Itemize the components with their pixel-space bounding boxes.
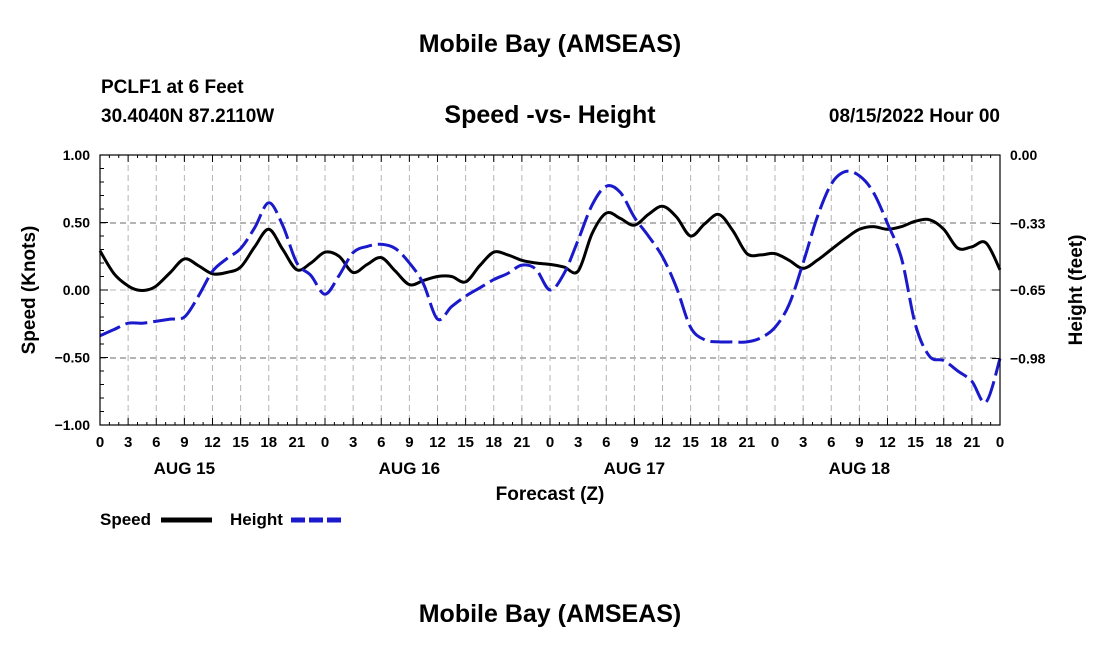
x-tick-label: 21 bbox=[289, 434, 306, 451]
y-left-tick-label: 0.00 bbox=[63, 282, 90, 298]
x-axis-label: Forecast (Z) bbox=[496, 484, 605, 505]
y-right-tick-label: −0.98 bbox=[1010, 351, 1046, 367]
station-label: PCLF1 at 6 Feet bbox=[101, 77, 244, 98]
x-tick-label: 9 bbox=[405, 434, 413, 451]
x-tick-label: 6 bbox=[377, 434, 385, 451]
x-tick-label: 0 bbox=[321, 434, 329, 451]
x-tick-label: 3 bbox=[349, 434, 357, 451]
x-tick-label: 21 bbox=[514, 434, 531, 451]
x-tick-label: 6 bbox=[602, 434, 610, 451]
x-tick-label: 21 bbox=[739, 434, 756, 451]
x-tick-label: 12 bbox=[204, 434, 221, 451]
x-tick-label: 12 bbox=[879, 434, 896, 451]
x-tick-label: 3 bbox=[124, 434, 132, 451]
x-tick-label: 0 bbox=[771, 434, 779, 451]
height-series-line bbox=[99, 169, 1002, 405]
x-tick-label: 3 bbox=[574, 434, 582, 451]
y-axis-label-left: Speed (Knots) bbox=[19, 226, 40, 355]
x-tick-label: 0 bbox=[996, 434, 1004, 451]
x-day-label: AUG 18 bbox=[829, 459, 890, 478]
y-right-tick-label: −0.65 bbox=[1010, 282, 1046, 298]
x-tick-label: 3 bbox=[799, 434, 807, 451]
y-right-tick-label: −0.33 bbox=[1010, 216, 1046, 232]
x-tick-label: 15 bbox=[232, 434, 249, 451]
y-left-tick-label: 1.00 bbox=[63, 147, 90, 163]
chart-main-title: Mobile Bay (AMSEAS) bbox=[418, 30, 682, 58]
y-right-tick-label: 0.00 bbox=[1010, 147, 1037, 163]
y-left-tick-label: 0.50 bbox=[63, 215, 90, 231]
x-tick-label: 12 bbox=[429, 434, 446, 451]
y-left-tick-label: −0.50 bbox=[55, 350, 91, 366]
x-tick-label: 15 bbox=[682, 434, 699, 451]
series-lines bbox=[98, 169, 1002, 405]
x-day-label: AUG 15 bbox=[154, 459, 215, 478]
x-tick-label: 6 bbox=[827, 434, 835, 451]
x-tick-label: 18 bbox=[485, 434, 502, 451]
y-left-tick-label: −1.00 bbox=[55, 417, 91, 433]
x-tick-label: 21 bbox=[964, 434, 981, 451]
x-tick-label: 18 bbox=[935, 434, 952, 451]
x-tick-label: 15 bbox=[907, 434, 924, 451]
x-tick-label: 0 bbox=[96, 434, 104, 451]
x-tick-label: 9 bbox=[855, 434, 863, 451]
x-tick-label: 6 bbox=[152, 434, 160, 451]
legend-height-label: Height bbox=[230, 510, 283, 529]
axes: 0 3 6 9 12 15 18 21 0 3 6 9 12 15 18 21 0 3 6 9 12 15 18 21 0 3 6 9… bbox=[55, 147, 1046, 478]
x-tick-label: 12 bbox=[654, 434, 671, 451]
x-tick-label: 15 bbox=[457, 434, 474, 451]
x-tick-label: 9 bbox=[630, 434, 638, 451]
x-day-label: AUG 16 bbox=[379, 459, 440, 478]
x-day-label: AUG 17 bbox=[604, 459, 665, 478]
bottom-chart-title: Mobile Bay (AMSEAS) bbox=[418, 600, 682, 628]
speed-series-line bbox=[98, 204, 1002, 293]
x-tick-label: 18 bbox=[710, 434, 727, 451]
x-tick-label: 18 bbox=[260, 434, 277, 451]
y-axis-label-right: Height (feet) bbox=[1066, 235, 1087, 346]
x-tick-label: 0 bbox=[546, 434, 554, 451]
chart-subtitle: Speed -vs- Height bbox=[444, 101, 656, 129]
station-coordinates: 30.4040N 87.2110W bbox=[101, 106, 275, 127]
legend-speed-label: Speed bbox=[100, 510, 152, 529]
x-tick-label: 9 bbox=[180, 434, 188, 451]
grid-lines bbox=[100, 155, 1000, 425]
forecast-issue-time: 08/15/2022 Hour 00 bbox=[828, 106, 1000, 127]
